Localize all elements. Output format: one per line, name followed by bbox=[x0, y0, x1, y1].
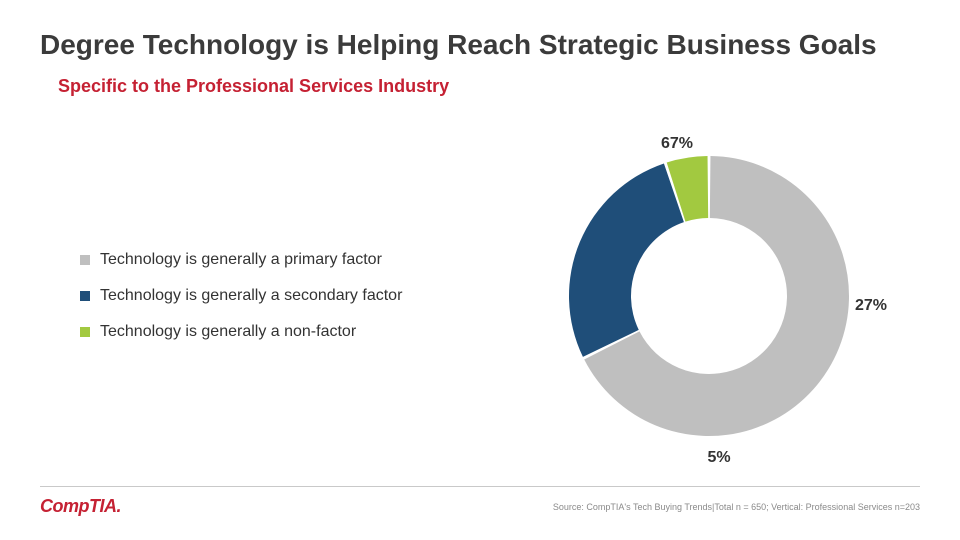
legend-label: Technology is generally a secondary fact… bbox=[100, 287, 402, 305]
legend-label: Technology is generally a non-factor bbox=[100, 323, 356, 341]
source-text: Source: CompTIA's Tech Buying Trends|Tot… bbox=[553, 502, 920, 512]
page-title: Degree Technology is Helping Reach Strat… bbox=[40, 28, 920, 62]
legend-item: Technology is generally a non-factor bbox=[80, 323, 498, 341]
logo-text: CompTIA bbox=[40, 496, 117, 516]
legend-item: Technology is generally a secondary fact… bbox=[80, 287, 498, 305]
legend-swatch-icon bbox=[80, 255, 90, 265]
donut-svg: 67% 27% 5% bbox=[519, 126, 899, 466]
legend-label: Technology is generally a primary factor bbox=[100, 251, 382, 269]
legend: Technology is generally a primary factor… bbox=[40, 233, 498, 359]
legend-item: Technology is generally a primary factor bbox=[80, 251, 498, 269]
donut-slice bbox=[569, 164, 684, 357]
footer: CompTIA. Source: CompTIA's Tech Buying T… bbox=[40, 486, 920, 520]
logo: CompTIA. bbox=[40, 496, 121, 517]
donut-chart: 67% 27% 5% bbox=[498, 126, 920, 466]
donut-data-label: 27% bbox=[855, 298, 887, 315]
donut-data-label: 5% bbox=[707, 450, 730, 467]
subtitle: Specific to the Professional Services In… bbox=[58, 76, 920, 97]
donut-data-label: 67% bbox=[661, 136, 693, 153]
legend-swatch-icon bbox=[80, 327, 90, 337]
slide: Degree Technology is Helping Reach Strat… bbox=[0, 0, 960, 540]
legend-swatch-icon bbox=[80, 291, 90, 301]
content-area: Technology is generally a primary factor… bbox=[40, 107, 920, 486]
logo-dot-icon: . bbox=[117, 496, 122, 516]
